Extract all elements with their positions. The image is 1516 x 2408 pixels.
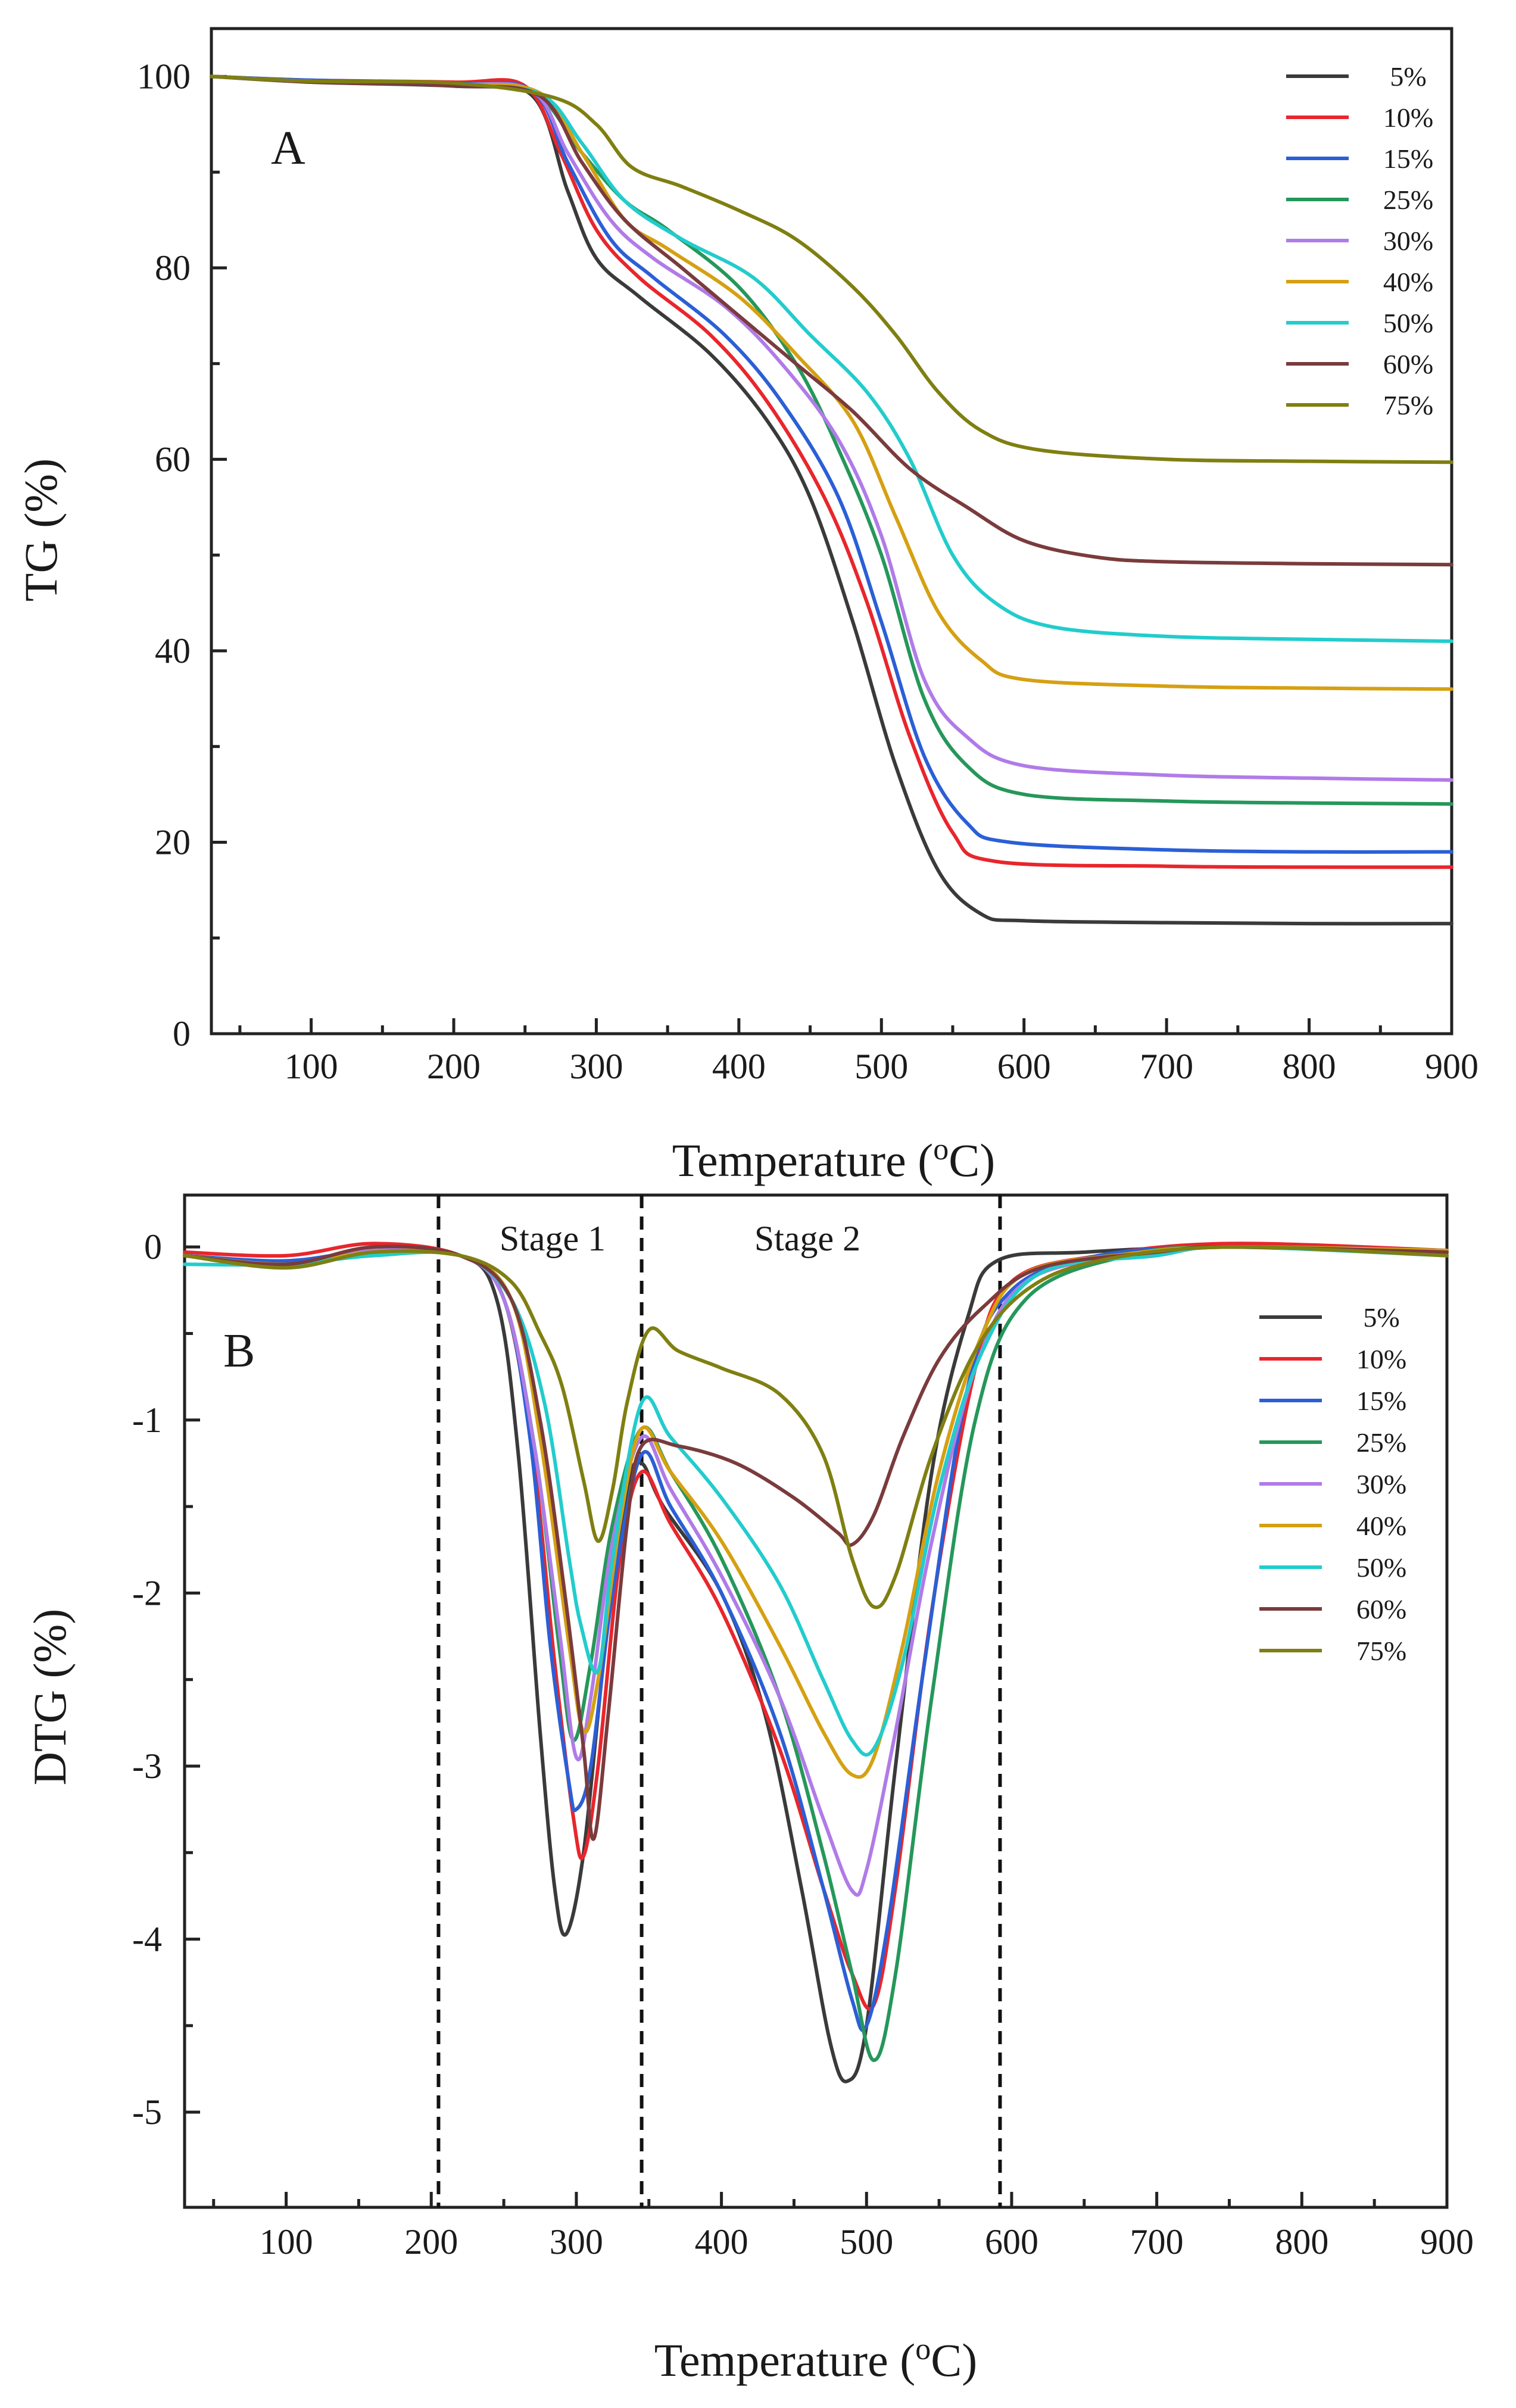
x-tick-label: 700: [1130, 2222, 1184, 2262]
x-tick-label: 400: [712, 1047, 766, 1086]
series-line-15pct: [183, 1244, 1449, 2032]
y-tick-label: 0: [144, 1227, 162, 1267]
y-tick-label: 40: [155, 631, 191, 670]
x-tick-label: 700: [1140, 1047, 1193, 1086]
legend-label: 10%: [1356, 1344, 1406, 1374]
series-line-5pct: [210, 74, 1453, 926]
series-line-30pct: [183, 1245, 1449, 1897]
x-tick-label: 200: [404, 2222, 458, 2262]
panel-b-legend: 5% 10% 15% 25% 30% 40% 50% 60% 75%: [1259, 1302, 1406, 1666]
y-tick-label: 20: [155, 822, 191, 862]
series-line-25pct: [210, 74, 1453, 806]
series-line-10pct: [210, 74, 1453, 869]
x-tick-label: 300: [550, 2222, 603, 2262]
y-tick-label: 60: [155, 439, 191, 479]
x-tick-label: 800: [1283, 1047, 1336, 1086]
series-line-40pct: [183, 1245, 1449, 1779]
panel-b-y-axis-label: DTG (%): [24, 1609, 76, 1786]
legend-label: 75%: [1356, 1636, 1406, 1666]
legend-label: 60%: [1356, 1594, 1406, 1624]
y-tick-label: -4: [132, 1920, 162, 1959]
panel-a-legend: 5% 10% 15% 25% 30% 40% 50% 60% 75%: [1286, 61, 1433, 420]
x-tick-label: 600: [997, 1047, 1051, 1086]
series-line-60pct: [210, 74, 1453, 567]
x-tick-label: 100: [260, 2222, 313, 2262]
legend-label: 75%: [1383, 390, 1433, 420]
x-tick-label: 900: [1420, 2222, 1474, 2262]
legend-label: 40%: [1383, 267, 1433, 297]
y-tick-label: 80: [155, 248, 191, 288]
series-line-15pct: [210, 74, 1453, 854]
x-tick-label: 900: [1425, 1047, 1478, 1086]
legend-label: 30%: [1356, 1469, 1406, 1499]
series-line-60pct: [183, 1244, 1449, 1841]
y-tick-label: 0: [173, 1014, 191, 1053]
stage-1-label: Stage 1: [500, 1219, 606, 1258]
series-line-10pct: [183, 1242, 1449, 2011]
legend-label: 50%: [1383, 308, 1433, 338]
panel-b-letter: B: [223, 1325, 255, 1377]
x-tick-label: 400: [695, 2222, 748, 2262]
legend-label: 5%: [1363, 1302, 1399, 1333]
y-tick-label: -1: [132, 1400, 162, 1440]
x-tick-label: 100: [285, 1047, 338, 1086]
legend-label: 10%: [1383, 102, 1433, 133]
x-tick-label: 500: [840, 2222, 893, 2262]
x-tick-label: 300: [569, 1047, 623, 1086]
x-tick-label: 500: [854, 1047, 908, 1086]
panel-a: 100 200 300 400 500 600 700 800 900 0 20 40 60 80100 …: [15, 27, 1478, 1187]
x-tick-label: 600: [985, 2222, 1038, 2262]
legend-label: 25%: [1356, 1427, 1406, 1458]
panel-b: 100 200 300 400 500 600 700 800 900 -5 -4 -3 -2 -1 0 5…: [24, 1193, 1474, 2387]
legend-label: 15%: [1383, 144, 1433, 174]
legend-label: 5%: [1390, 61, 1426, 92]
panel-b-x-axis-label: Temperature (oC): [654, 2332, 977, 2387]
legend-label: 30%: [1383, 226, 1433, 256]
series-line-40pct: [210, 74, 1453, 691]
legend-label: 50%: [1356, 1552, 1406, 1583]
panel-b-stage-dividers: [436, 1195, 1002, 2207]
panel-a-ticks: 100 200 300 400 500 600 700 800 900 0 20 40 60 80 100: [137, 57, 1478, 1086]
legend-label: 40%: [1356, 1511, 1406, 1541]
y-tick-label: -5: [132, 2092, 162, 2132]
y-tick-label: -3: [132, 1746, 162, 1786]
y-tick-label: -2: [132, 1573, 162, 1612]
series-line-30pct: [210, 74, 1453, 782]
series-line-75pct: [210, 74, 1453, 464]
panel-a-y-axis-label: TG (%): [15, 458, 67, 601]
series-line-50pct: [183, 1245, 1449, 1757]
series-line-25pct: [183, 1245, 1449, 2062]
panel-b-series: [183, 1242, 1449, 2083]
x-tick-label: 800: [1275, 2222, 1328, 2262]
panel-b-ticks: 100 200 300 400 500 600 700 800 900 -5 -4 -3 -2 -1 0: [132, 1227, 1474, 2262]
panel-a-letter: A: [271, 122, 305, 174]
stage-2-label: Stage 2: [754, 1219, 860, 1258]
legend-label: 25%: [1383, 185, 1433, 215]
panel-a-series: [210, 74, 1453, 926]
legend-label: 15%: [1356, 1386, 1406, 1416]
panel-a-x-axis-label: Temperature (oC): [672, 1133, 995, 1187]
panel-a-frame: [210, 27, 1453, 1035]
panel-b-frame: [183, 1193, 1449, 2209]
series-line-75pct: [183, 1245, 1449, 1610]
legend-label: 60%: [1383, 349, 1433, 379]
x-tick-label: 200: [427, 1047, 481, 1086]
y-tick-label: 100: [137, 57, 191, 96]
